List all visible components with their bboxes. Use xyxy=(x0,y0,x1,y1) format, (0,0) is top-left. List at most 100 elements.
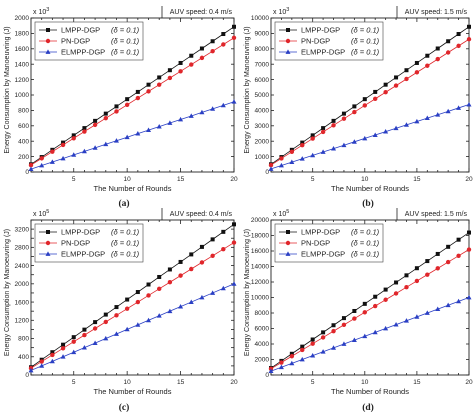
legend-label: ELMPP-DGP xyxy=(61,48,105,57)
y-tick-label: 16000 xyxy=(251,248,269,255)
data-point xyxy=(456,105,462,110)
legend-delta: (δ = 0.1) xyxy=(351,250,380,259)
data-point xyxy=(146,82,151,87)
data-point xyxy=(60,354,66,359)
legend-marker xyxy=(45,240,51,246)
data-point xyxy=(466,37,472,42)
data-point xyxy=(220,102,226,108)
data-point xyxy=(310,341,315,346)
data-point xyxy=(178,259,183,264)
data-point xyxy=(28,166,34,171)
data-point xyxy=(167,308,173,314)
data-point xyxy=(445,108,451,114)
x-tick-label: 15 xyxy=(177,379,185,386)
data-point xyxy=(231,240,237,245)
data-point xyxy=(178,116,184,122)
data-point xyxy=(456,237,461,242)
data-point xyxy=(362,310,367,315)
data-point xyxy=(320,349,326,354)
data-point xyxy=(125,297,130,302)
data-point xyxy=(310,152,316,158)
data-point xyxy=(178,60,183,65)
legend: LMPP-DGP (δ = 0.1) PN-DGP (δ = 0.1) ELMPP-DG… xyxy=(34,21,144,61)
data-point xyxy=(467,24,471,29)
data-point xyxy=(82,327,87,332)
data-point xyxy=(71,136,76,141)
data-point xyxy=(210,106,216,111)
y-tick-label: 600 xyxy=(18,123,29,130)
y-multiplier-exponent: 3 xyxy=(286,7,289,13)
data-point xyxy=(393,322,399,327)
data-point xyxy=(210,48,215,54)
data-point xyxy=(362,333,368,339)
data-point xyxy=(383,297,388,302)
data-point xyxy=(189,62,194,67)
data-point xyxy=(71,349,77,355)
data-point xyxy=(404,76,409,82)
panel-caption: (a) xyxy=(118,198,129,209)
data-point xyxy=(50,149,55,154)
data-point xyxy=(114,305,119,310)
data-point xyxy=(103,115,108,121)
data-point xyxy=(425,259,430,264)
data-point xyxy=(341,341,347,346)
y-tick-label: 14000 xyxy=(251,264,269,271)
legend-marker xyxy=(285,240,291,246)
data-point xyxy=(424,115,430,120)
data-point xyxy=(331,345,337,350)
legend-label: PN-DGP xyxy=(61,37,90,46)
data-point xyxy=(60,346,66,351)
speed-label: AUV speed: 1.5 m/s xyxy=(405,9,468,16)
legend-marker xyxy=(286,230,290,234)
y-tick-label: 4000 xyxy=(255,108,270,115)
data-point xyxy=(71,339,76,344)
y-tick-label: 2000 xyxy=(15,15,30,22)
data-point xyxy=(71,152,77,157)
panel-caption: (c) xyxy=(119,402,130,413)
data-point xyxy=(383,129,389,134)
data-point xyxy=(351,139,357,144)
data-point xyxy=(446,39,451,44)
data-point xyxy=(414,266,419,271)
data-point xyxy=(310,353,316,358)
data-point xyxy=(82,126,87,131)
legend-label: ELMPP-DGP xyxy=(301,250,345,259)
data-point xyxy=(135,131,141,136)
y-axis-label: Energy Consumption by Manoeuvring (J) xyxy=(4,26,11,153)
data-point xyxy=(157,75,162,80)
data-point xyxy=(189,266,194,272)
plot-frame xyxy=(30,219,235,376)
data-point xyxy=(157,274,162,279)
y-multiplier: x 103 xyxy=(273,7,289,16)
data-point xyxy=(310,136,315,141)
data-point xyxy=(372,329,378,335)
data-point xyxy=(289,149,295,155)
y-tick-label: 8000 xyxy=(255,310,270,317)
data-point xyxy=(188,113,194,118)
data-point xyxy=(113,331,119,336)
data-point xyxy=(220,285,226,291)
data-point xyxy=(278,364,284,370)
y-tick-label: 20000 xyxy=(251,217,269,224)
data-point xyxy=(404,273,409,278)
series-pn-dgp xyxy=(28,240,237,371)
data-point xyxy=(92,326,98,331)
data-point xyxy=(124,134,130,140)
data-point xyxy=(103,141,109,147)
data-point xyxy=(49,159,55,164)
data-point xyxy=(435,112,441,117)
x-tick-label: 20 xyxy=(465,176,473,183)
data-point xyxy=(125,97,130,102)
legend-marker xyxy=(45,38,51,44)
data-point xyxy=(221,246,226,252)
y-multiplier-exponent: 5 xyxy=(286,209,289,215)
data-point xyxy=(383,82,388,87)
series-pn-dgp xyxy=(268,37,472,168)
data-point xyxy=(300,347,305,353)
legend-marker xyxy=(46,230,50,234)
data-point xyxy=(466,247,472,252)
y-tick-label: 1200 xyxy=(15,77,30,84)
data-point xyxy=(39,162,45,168)
data-point xyxy=(199,109,205,115)
